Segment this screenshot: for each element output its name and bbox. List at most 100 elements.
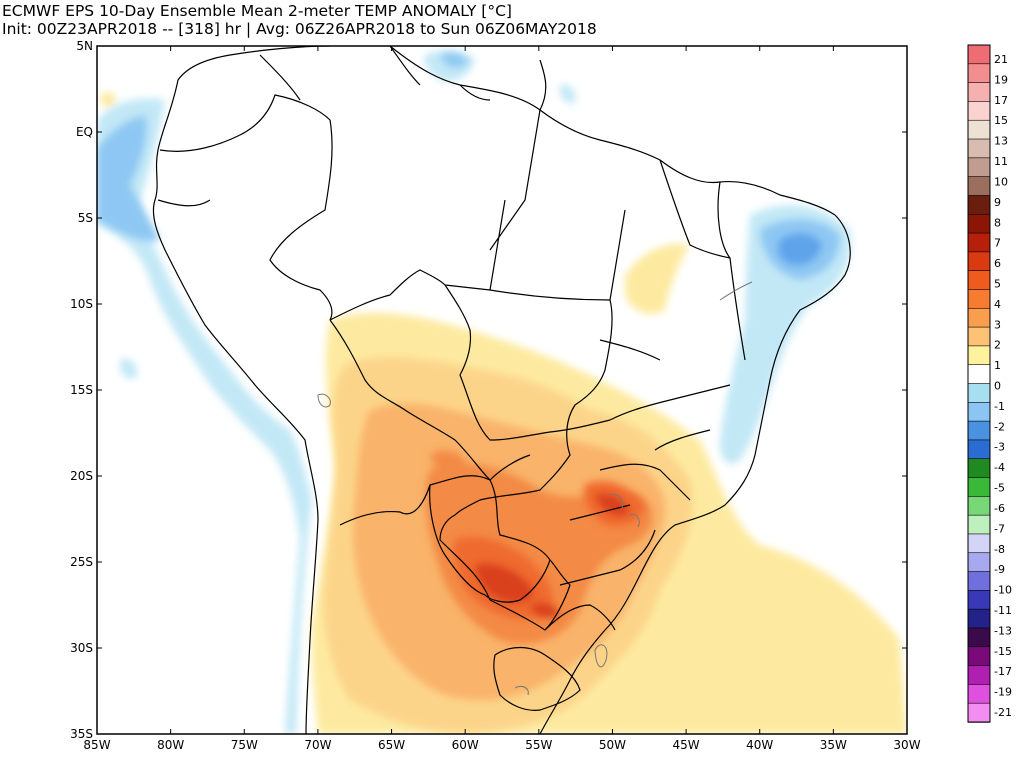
colorbar-frame [967,44,991,723]
colorbar-swatch [967,477,991,498]
colorbar-label: -8 [994,543,1005,556]
colorbar-swatch [967,176,991,197]
colorbar-swatch [967,702,991,723]
lake-titicaca [317,393,331,408]
y-tick-label: 25S [70,555,93,569]
colorbar-label: 10 [994,175,1008,188]
colorbar-label: -9 [994,563,1005,576]
colorbar-swatch [967,514,991,535]
colorbar-swatch [967,458,991,479]
colorbar-label: 11 [994,155,1008,168]
colorbar-label: 1 [994,359,1001,372]
colorbar-swatch [967,439,991,460]
x-tick-label: 50W [599,738,626,752]
argentina-north-border [339,484,431,526]
x-tick-label: 80W [157,738,184,752]
guiana-borders [389,46,547,111]
colorbar-label: 21 [994,53,1008,66]
anomaly-region-plus6 [475,493,630,618]
x-tick-label: 85W [83,738,110,752]
colorbar-swatch [967,496,991,516]
x-tick-label: 70W [304,738,331,752]
x-tick-label: 30W [893,738,920,752]
colorbar-label: -19 [994,686,1012,699]
colorbar-label: -2 [994,420,1005,433]
anomaly-region-minus3 [777,233,822,266]
colorbar-label: -11 [994,604,1012,617]
paraguay-border [429,475,551,603]
lake-uruguay [514,685,529,696]
colorbar-swatch [967,684,991,704]
colorbar-label: 15 [994,114,1008,127]
uruguay-border [493,646,581,711]
x-tick-label: 65W [378,738,405,752]
colorbar-swatch [967,364,991,385]
brazil-south-states [544,463,691,631]
y-tick-label: 35S [70,727,93,741]
colorbar-swatch [967,307,991,328]
colorbar-label: -6 [994,502,1005,515]
bolivia-border [329,319,531,481]
colorbar-label: -3 [994,441,1005,454]
country-borders [152,46,851,734]
colorbar-swatch [967,552,991,573]
colorbar-swatch [967,383,991,404]
colorbar-label: 9 [994,196,1001,209]
y-tick-label: 5S [78,211,93,225]
colorbar-swatch [967,608,991,629]
colorbar-swatch [967,213,991,234]
lake-sobradinho [719,281,753,301]
lakes [317,281,753,696]
colorbar-label: -13 [994,624,1012,637]
x-tick-label: 45W [673,738,700,752]
y-tick-label: 10S [70,297,93,311]
coastline-east [539,214,851,734]
colorbar-label: 0 [994,380,1001,393]
colorbar-swatch [967,326,991,347]
colorbar-label: 3 [994,318,1001,331]
chart-subtitle: Init: 00Z23APR2018 -- [318] hr | Avg: 06… [2,20,597,38]
x-tick-label: 40W [746,738,773,752]
x-tick-label: 60W [452,738,479,752]
colorbar-swatch [967,289,991,309]
colorbar-label: -10 [994,584,1012,597]
colorbar-swatch [967,119,991,140]
y-tick-label: 15S [70,383,93,397]
argentina-mesopotamia [489,559,571,631]
colorbar-label: 17 [994,94,1008,107]
colorbar-label: 13 [994,135,1008,148]
colorbar-label: -17 [994,665,1012,678]
colorbar-label: 2 [994,339,1001,352]
colorbar-label: -7 [994,522,1005,535]
colorbar-swatch [967,571,991,592]
colorbar-swatch [967,82,991,103]
colorbar-swatch [967,402,991,422]
colorbar-swatch [967,44,991,65]
colorbar-swatch [967,646,991,667]
lake-furnas [609,493,640,528]
colorbar-swatch [967,345,991,366]
colorbar-label: -15 [994,645,1012,658]
x-tick-label: 75W [231,738,258,752]
colorbar-label: 19 [994,73,1008,86]
colorbar-swatch [967,533,991,554]
colorbar-legend: 211917151311109876543210-1-2-3-4-5-6-7-8… [967,44,1012,723]
colorbar-label: -21 [994,706,1012,719]
colorbar-swatch [967,157,991,178]
colorbar-label: 4 [994,298,1001,311]
brazil-internal-states [444,109,746,451]
colorbar-label: -5 [994,482,1005,495]
colorbar-swatch [967,63,991,84]
colorbar-swatch [967,138,991,159]
colorbar-swatch [967,627,991,648]
andes-internal-borders [157,54,333,321]
coastline-west [152,79,319,734]
colorbar-label: -4 [994,461,1005,474]
colorbar-label: -1 [994,400,1005,413]
x-axis: 85W 80W 75W 70W 65W 60W 55W 50W 45W 40W 35W 30W [83,46,921,752]
colorbar-label: 8 [994,216,1001,229]
x-tick-label: 55W [525,738,552,752]
colorbar-swatch [967,420,991,441]
anomaly-region-minus2 [97,53,840,280]
